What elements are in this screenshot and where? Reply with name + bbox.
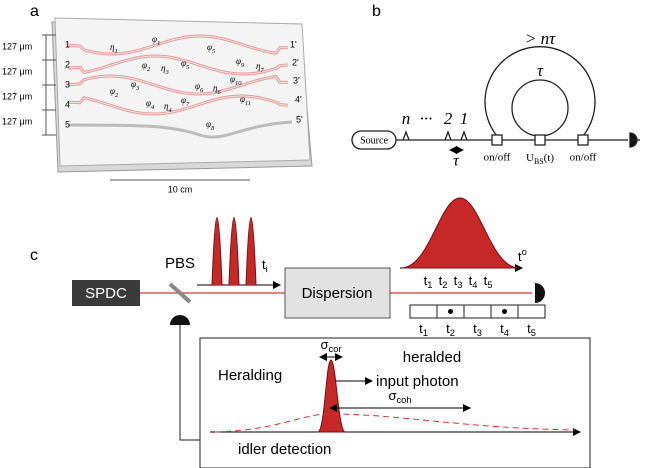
output-port: 1' bbox=[290, 39, 297, 49]
output-port: 5' bbox=[296, 114, 303, 124]
bin-cell bbox=[464, 305, 491, 318]
output-time-part: o bbox=[522, 247, 527, 257]
output-port: 2' bbox=[292, 57, 299, 67]
detector-bin-label: t1 bbox=[419, 321, 428, 338]
bin-label-part: 1 bbox=[427, 280, 432, 290]
detector-bins bbox=[410, 305, 545, 318]
pulse-label: ··· bbox=[420, 109, 433, 128]
input-port: 2 bbox=[65, 59, 70, 69]
setup-c bbox=[72, 198, 590, 468]
parameter-part: 10 bbox=[235, 80, 242, 87]
detector-bin-label: t4 bbox=[500, 321, 509, 338]
detector-bin-label-part: 5 bbox=[531, 328, 536, 338]
pulse-label: 2 bbox=[444, 109, 453, 128]
page: Figure {"panel_labels": ["a", "b", "c"],… bbox=[0, 0, 651, 468]
detector-bin-label: t2 bbox=[446, 321, 455, 338]
panel-label: c bbox=[30, 247, 38, 264]
input-port: 1 bbox=[65, 39, 70, 49]
source-box-label: SPDC bbox=[85, 285, 127, 302]
bin-cell bbox=[410, 305, 437, 318]
switch-label-part: U bbox=[526, 152, 534, 164]
spacing-label: τ bbox=[453, 153, 460, 170]
switch-label-part: BS bbox=[534, 157, 544, 166]
heralded-label: heralded bbox=[403, 349, 461, 366]
pulse-label: 1 bbox=[460, 109, 469, 128]
parameter-part: 1 bbox=[157, 40, 160, 47]
switch-label: on/off bbox=[484, 152, 511, 164]
sigma-cor-part: cor bbox=[329, 344, 342, 354]
panel-label: b bbox=[372, 3, 381, 20]
detector-bin-label: t3 bbox=[473, 321, 482, 338]
bin-label: t3 bbox=[454, 273, 463, 290]
input-time-part: i bbox=[266, 264, 268, 274]
input-port: 3 bbox=[65, 79, 70, 89]
pitch-label: 127 μm bbox=[2, 41, 32, 51]
bin-label: t5 bbox=[484, 273, 493, 290]
splitter-label: PBS bbox=[165, 255, 195, 272]
bin-label-part: 3 bbox=[457, 280, 462, 290]
source-label: Source bbox=[360, 135, 388, 146]
panel-label: a bbox=[30, 3, 39, 20]
loop-setup bbox=[352, 47, 640, 150]
detector-bin-label-part: 2 bbox=[450, 328, 455, 338]
bin-label: t1 bbox=[424, 273, 433, 290]
sigma-coh-part: σ bbox=[388, 388, 396, 403]
switch-label: on/off bbox=[570, 152, 597, 164]
bin-label-part: 5 bbox=[487, 280, 492, 290]
bin-label-part: 2 bbox=[442, 280, 447, 290]
bin-label: t4 bbox=[469, 273, 478, 290]
sigma-cor-part: σ bbox=[320, 337, 328, 352]
detector-bin-label-part: 1 bbox=[423, 328, 428, 338]
pitch-label: 127 μm bbox=[2, 66, 32, 76]
long-delay: > nτ bbox=[525, 29, 556, 48]
parameter-part: 11 bbox=[245, 100, 251, 107]
detector-bin-label: t5 bbox=[527, 321, 536, 338]
body: abc127 μm127 μm127 μm127 μm123451'2'3'4'… bbox=[0, 0, 651, 468]
input-port: 5 bbox=[65, 119, 70, 129]
short-delay: τ bbox=[537, 61, 544, 80]
inset-title: Heralding bbox=[218, 367, 282, 384]
input-time: ti bbox=[262, 257, 268, 274]
output-port: 4' bbox=[295, 94, 302, 104]
detector-bin-label-part: 3 bbox=[477, 328, 482, 338]
bin-label-part: 4 bbox=[472, 280, 477, 290]
pitch-label: 127 μm bbox=[2, 91, 32, 101]
figure: abc127 μm127 μm127 μm127 μm123451'2'3'4'… bbox=[0, 0, 651, 468]
pulse-label: n bbox=[402, 109, 411, 128]
length-label: 10 cm bbox=[168, 184, 193, 194]
photon-dot bbox=[448, 309, 453, 314]
idler-label: idler detection bbox=[238, 441, 331, 458]
element-label: Dispersion bbox=[302, 285, 373, 302]
input-port: 4 bbox=[65, 99, 70, 109]
bin-cell bbox=[518, 305, 545, 318]
parameter-part: 1 bbox=[114, 48, 117, 55]
switch-label-part: (t) bbox=[544, 152, 555, 164]
sigma-coh-part: coh bbox=[396, 395, 411, 405]
switch-label: UBS(t) bbox=[526, 152, 554, 166]
output-time: to bbox=[518, 247, 527, 264]
photon-dot bbox=[502, 309, 507, 314]
input-photon-label: input photon bbox=[376, 373, 459, 390]
bin-label: t2 bbox=[439, 273, 448, 290]
detector-bin-label-part: 4 bbox=[504, 328, 509, 338]
output-port: 3' bbox=[293, 75, 300, 85]
pitch-label: 127 μm bbox=[2, 116, 32, 126]
